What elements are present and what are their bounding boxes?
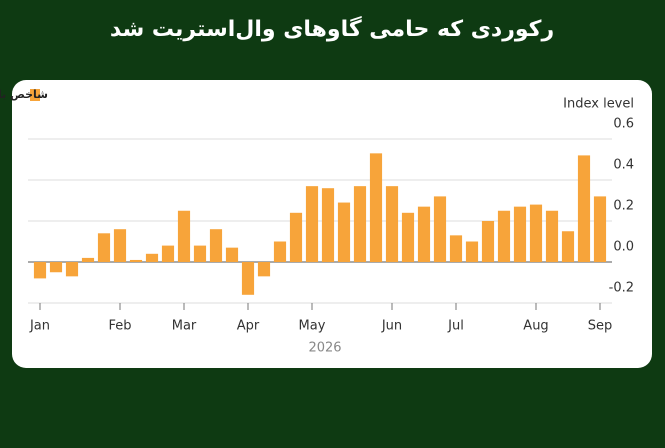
bar [177, 210, 191, 262]
bar [289, 212, 303, 262]
bar [257, 262, 271, 277]
bar [401, 212, 415, 262]
y-tick-label: -0.2 [609, 281, 634, 296]
bar [385, 186, 399, 262]
bar [209, 229, 223, 262]
y-axis-label: Index level [563, 97, 634, 112]
bar [593, 196, 607, 262]
bar [273, 241, 287, 262]
bar [369, 153, 383, 262]
legend-swatch [30, 89, 40, 101]
bar [513, 206, 527, 262]
x-tick-label: Jan [29, 319, 50, 334]
page-title: رکوردی که حامی گاوهای وال‌استریت شد [110, 15, 554, 42]
bar [449, 235, 463, 262]
bar [481, 221, 495, 262]
bar [417, 206, 431, 262]
x-axis-label: 2026 [308, 341, 341, 356]
x-tick-label: Mar [172, 319, 197, 334]
bar [81, 257, 95, 262]
y-tick-label: 0.4 [613, 158, 634, 173]
bar [33, 262, 47, 279]
bar [145, 253, 159, 262]
bar [545, 210, 559, 262]
bar [561, 231, 575, 262]
bar [161, 245, 175, 262]
x-tick-label: Aug [523, 319, 548, 334]
bar [241, 262, 255, 295]
bar [49, 262, 63, 273]
bar [97, 233, 111, 262]
x-tick-label: Jun [381, 319, 402, 334]
bar [113, 229, 127, 262]
bar [65, 262, 79, 277]
y-tick-label: 0.2 [613, 199, 634, 214]
x-tick-label: Apr [237, 319, 260, 334]
bar [353, 186, 367, 262]
bar [465, 241, 479, 262]
bar [529, 204, 543, 262]
x-tick-label: Feb [108, 319, 131, 334]
bar [129, 259, 143, 262]
y-tick-label: 0.6 [613, 117, 634, 132]
x-tick-label: May [299, 319, 326, 334]
bar [193, 245, 207, 262]
x-tick-label: Jul [447, 319, 464, 334]
bar [305, 186, 319, 262]
x-tick-label: Sep [588, 319, 613, 334]
legend-label: شاخص بازنگری بر آورد سود شرکت‌های آمریکا… [0, 87, 48, 101]
bar [225, 247, 239, 262]
bar [321, 188, 335, 262]
bar [433, 196, 447, 262]
bar [497, 210, 511, 262]
y-tick-label: 0.0 [613, 240, 634, 255]
bar [577, 155, 591, 262]
bar [337, 202, 351, 262]
